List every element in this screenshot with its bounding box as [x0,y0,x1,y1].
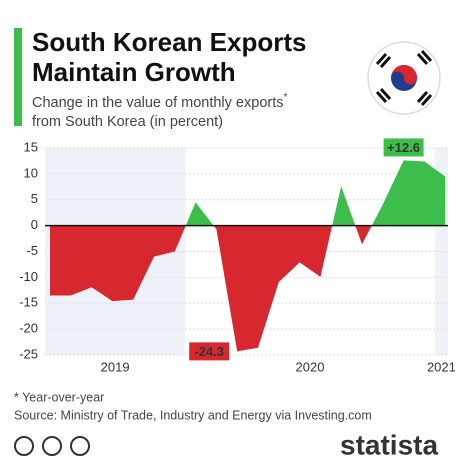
value-label-box [189,342,230,361]
value-label-box [383,138,424,157]
flag [367,41,441,115]
y-tick-label: -10 [19,269,38,284]
y-tick-label: -5 [26,243,38,258]
year-label: 2021 [427,359,456,374]
chart-title: South Korean Exports [32,27,306,57]
accent-bar [14,28,22,126]
y-tick-label: 15 [24,139,38,154]
y-tick-label: -15 [19,295,38,310]
subtitle-mark: * [283,92,287,103]
y-tick-label: -25 [19,346,38,361]
subtitle: Change in the value of monthly exports* [32,92,287,111]
logo: statista [340,429,438,460]
note: * Year-over-year [14,390,104,404]
subtitle: from South Korea (in percent) [32,114,223,130]
y-tick-label: 5 [31,191,38,206]
source: Source: Ministry of Trade, Industry and … [14,408,372,422]
y-tick-label: -20 [19,321,38,336]
year-label: 2020 [296,359,325,374]
year-label: 2019 [101,359,130,374]
y-tick-label: 0 [31,217,38,232]
license-icons [14,436,90,456]
subtitle-line: Change in the value of monthly exports [32,95,283,111]
chart-title: Maintain Growth [32,57,236,87]
positive-area [50,160,446,226]
value-label: +12.6 [387,140,420,155]
y-tick-label: 10 [24,165,38,180]
negative-area [50,225,446,352]
value-label: -24.3 [194,344,224,359]
